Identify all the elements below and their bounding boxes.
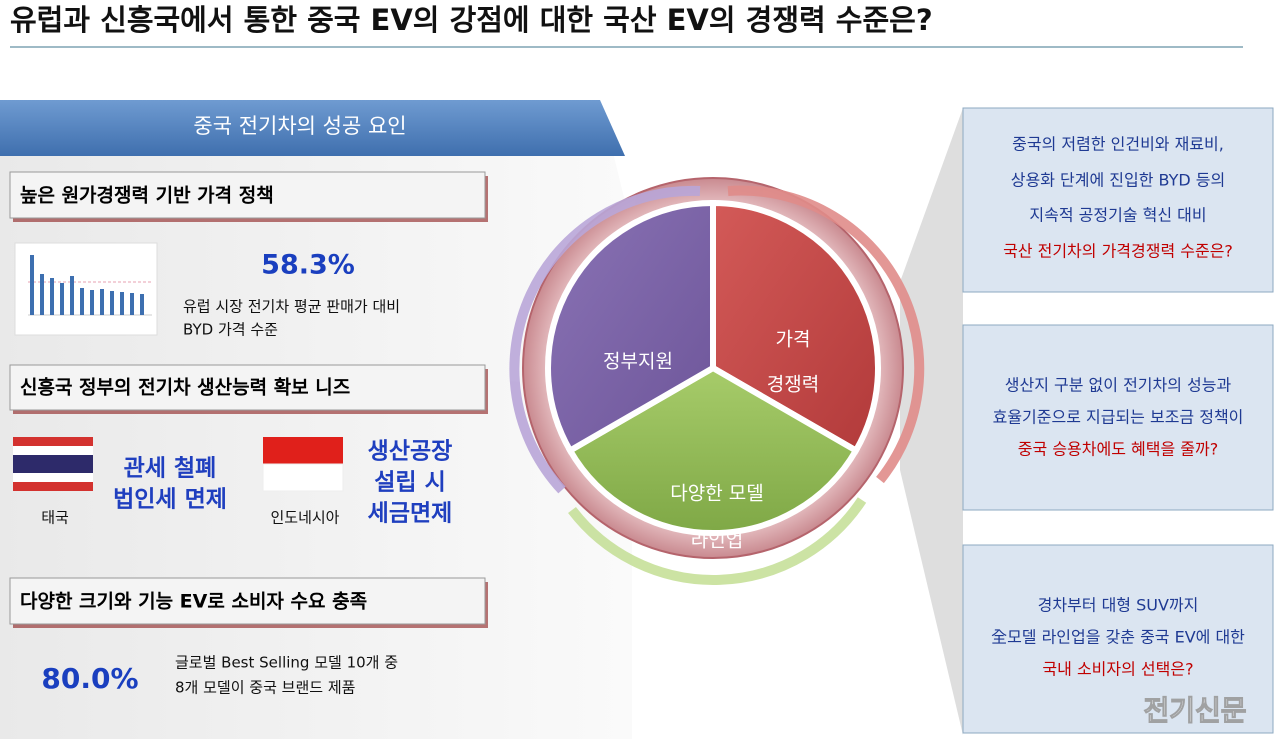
- segment-lineup: [565, 364, 861, 536]
- stat: 58.3%: [261, 250, 355, 281]
- panel-header: 중국 전기차의 성공 요인: [193, 114, 406, 138]
- question-box: [962, 544, 1274, 734]
- panel-header-bg: [0, 100, 625, 156]
- question-line: 全모델 라인업을 갖춘 중국 EV에 대한: [991, 628, 1245, 647]
- question-highlight: 국내 소비자의 선택은?: [1042, 660, 1193, 679]
- thailand-flag: [13, 437, 93, 491]
- question-line: 상용화 단계에 진입한 BYD 등의: [1011, 171, 1225, 190]
- question-line: 중국의 저렴한 인건비와 재료비,: [1012, 135, 1224, 154]
- thumbnail-chart: [14, 242, 158, 336]
- stat-description: 글로벌 Best Selling 모델 10개 중: [175, 654, 398, 672]
- heading-box: [9, 577, 486, 625]
- question-highlight: 국산 전기차의 가격경쟁력 수준은?: [1003, 242, 1233, 261]
- stat-description: 8개 모델이 중국 브랜드 제품: [175, 679, 355, 697]
- segment-label: 경쟁력: [767, 374, 819, 396]
- connector: [900, 108, 963, 735]
- stat-description: 유럽 시장 전기차 평균 판매가 대비: [183, 298, 400, 316]
- question-box: [962, 324, 1274, 511]
- question-line: 경차부터 대형 SUV까지: [1038, 596, 1199, 615]
- heading-box: [9, 364, 486, 411]
- country-name: 태국: [41, 509, 69, 527]
- benefit: 관세 철폐: [124, 456, 217, 482]
- section-heading: 높은 원가경쟁력 기반 가격 정책: [20, 185, 274, 207]
- stat: 80.0%: [41, 662, 138, 695]
- benefit: 생산공장: [368, 439, 453, 465]
- segment-label: 라인업: [691, 530, 743, 552]
- stat-description: BYD 가격 수준: [183, 321, 278, 339]
- question-line: 생산지 구분 없이 전기차의 성능과: [1005, 376, 1232, 395]
- indonesia-flag: [262, 437, 344, 492]
- question-highlight: 중국 승용차에도 혜택을 줄까?: [1018, 440, 1218, 459]
- benefit: 세금면제: [368, 501, 453, 527]
- benefit: 설립 시: [374, 470, 446, 496]
- page-title: 유럽과 신흥국에서 통한 중국 EV의 강점에 대한 국산 EV의 경쟁력 수준…: [10, 3, 933, 37]
- cycle-arrows: [509, 185, 925, 585]
- segment-label: 가격: [776, 329, 811, 351]
- section-heading: 다양한 크기와 기능 EV로 소비자 수요 충족: [20, 591, 367, 613]
- question-box: [962, 107, 1274, 293]
- question-line: 효율기준으로 지급되는 보조금 정책이: [993, 408, 1244, 427]
- watermark: 전기신문: [1143, 694, 1246, 727]
- country-name: 인도네시아: [270, 509, 339, 527]
- benefit: 법인세 면제: [113, 487, 227, 513]
- segment-label: 정부지원: [603, 351, 673, 373]
- question-line: 지속적 공정기술 혁신 대비: [1029, 206, 1206, 225]
- heading-box: [9, 171, 486, 219]
- section-heading: 신흥국 정부의 전기차 생산능력 확보 니즈: [20, 376, 350, 399]
- segment-support: [545, 199, 716, 455]
- segment-label: 다양한 모델: [670, 483, 763, 505]
